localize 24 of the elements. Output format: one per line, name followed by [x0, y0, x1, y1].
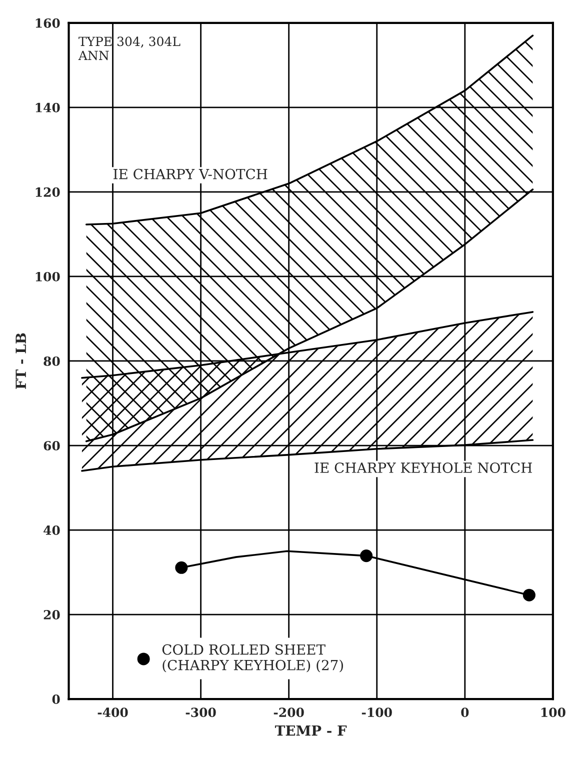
y-tick-label: 120	[36, 187, 60, 197]
y-tick-label: 160	[36, 18, 60, 28]
point	[522, 588, 536, 602]
x-tick-label: -400	[98, 708, 128, 718]
x-tick-label: 0	[461, 708, 469, 718]
annotation: TYPE 304, 304L ANN	[78, 36, 180, 60]
x-tick-label: -200	[274, 708, 304, 718]
point	[175, 561, 188, 574]
y-tick-label: 20	[44, 610, 60, 620]
point	[360, 550, 373, 562]
x-tick-label: -300	[186, 708, 216, 718]
y-tick-label: 40	[44, 525, 60, 535]
y-tick-label: 100	[36, 272, 60, 282]
series-label: IE CHARPY V-NOTCH	[114, 168, 268, 180]
legend-label: COLD ROLLED SHEET (CHARPY KEYHOLE) (27)	[162, 644, 343, 672]
y-tick-label: 80	[44, 356, 60, 366]
y-tick-label: 0	[52, 694, 60, 704]
y-tick-label: 60	[44, 440, 60, 450]
series-label: IE CHARPY KEYHOLE NOTCH	[314, 462, 532, 473]
x-tick-label: 100	[541, 708, 566, 718]
y-axis-title: FT - LB	[16, 333, 26, 389]
x-tick-label: -100	[362, 708, 392, 718]
x-axis-title: TEMP - F	[274, 725, 347, 736]
y-tick-label: 140	[36, 102, 60, 112]
